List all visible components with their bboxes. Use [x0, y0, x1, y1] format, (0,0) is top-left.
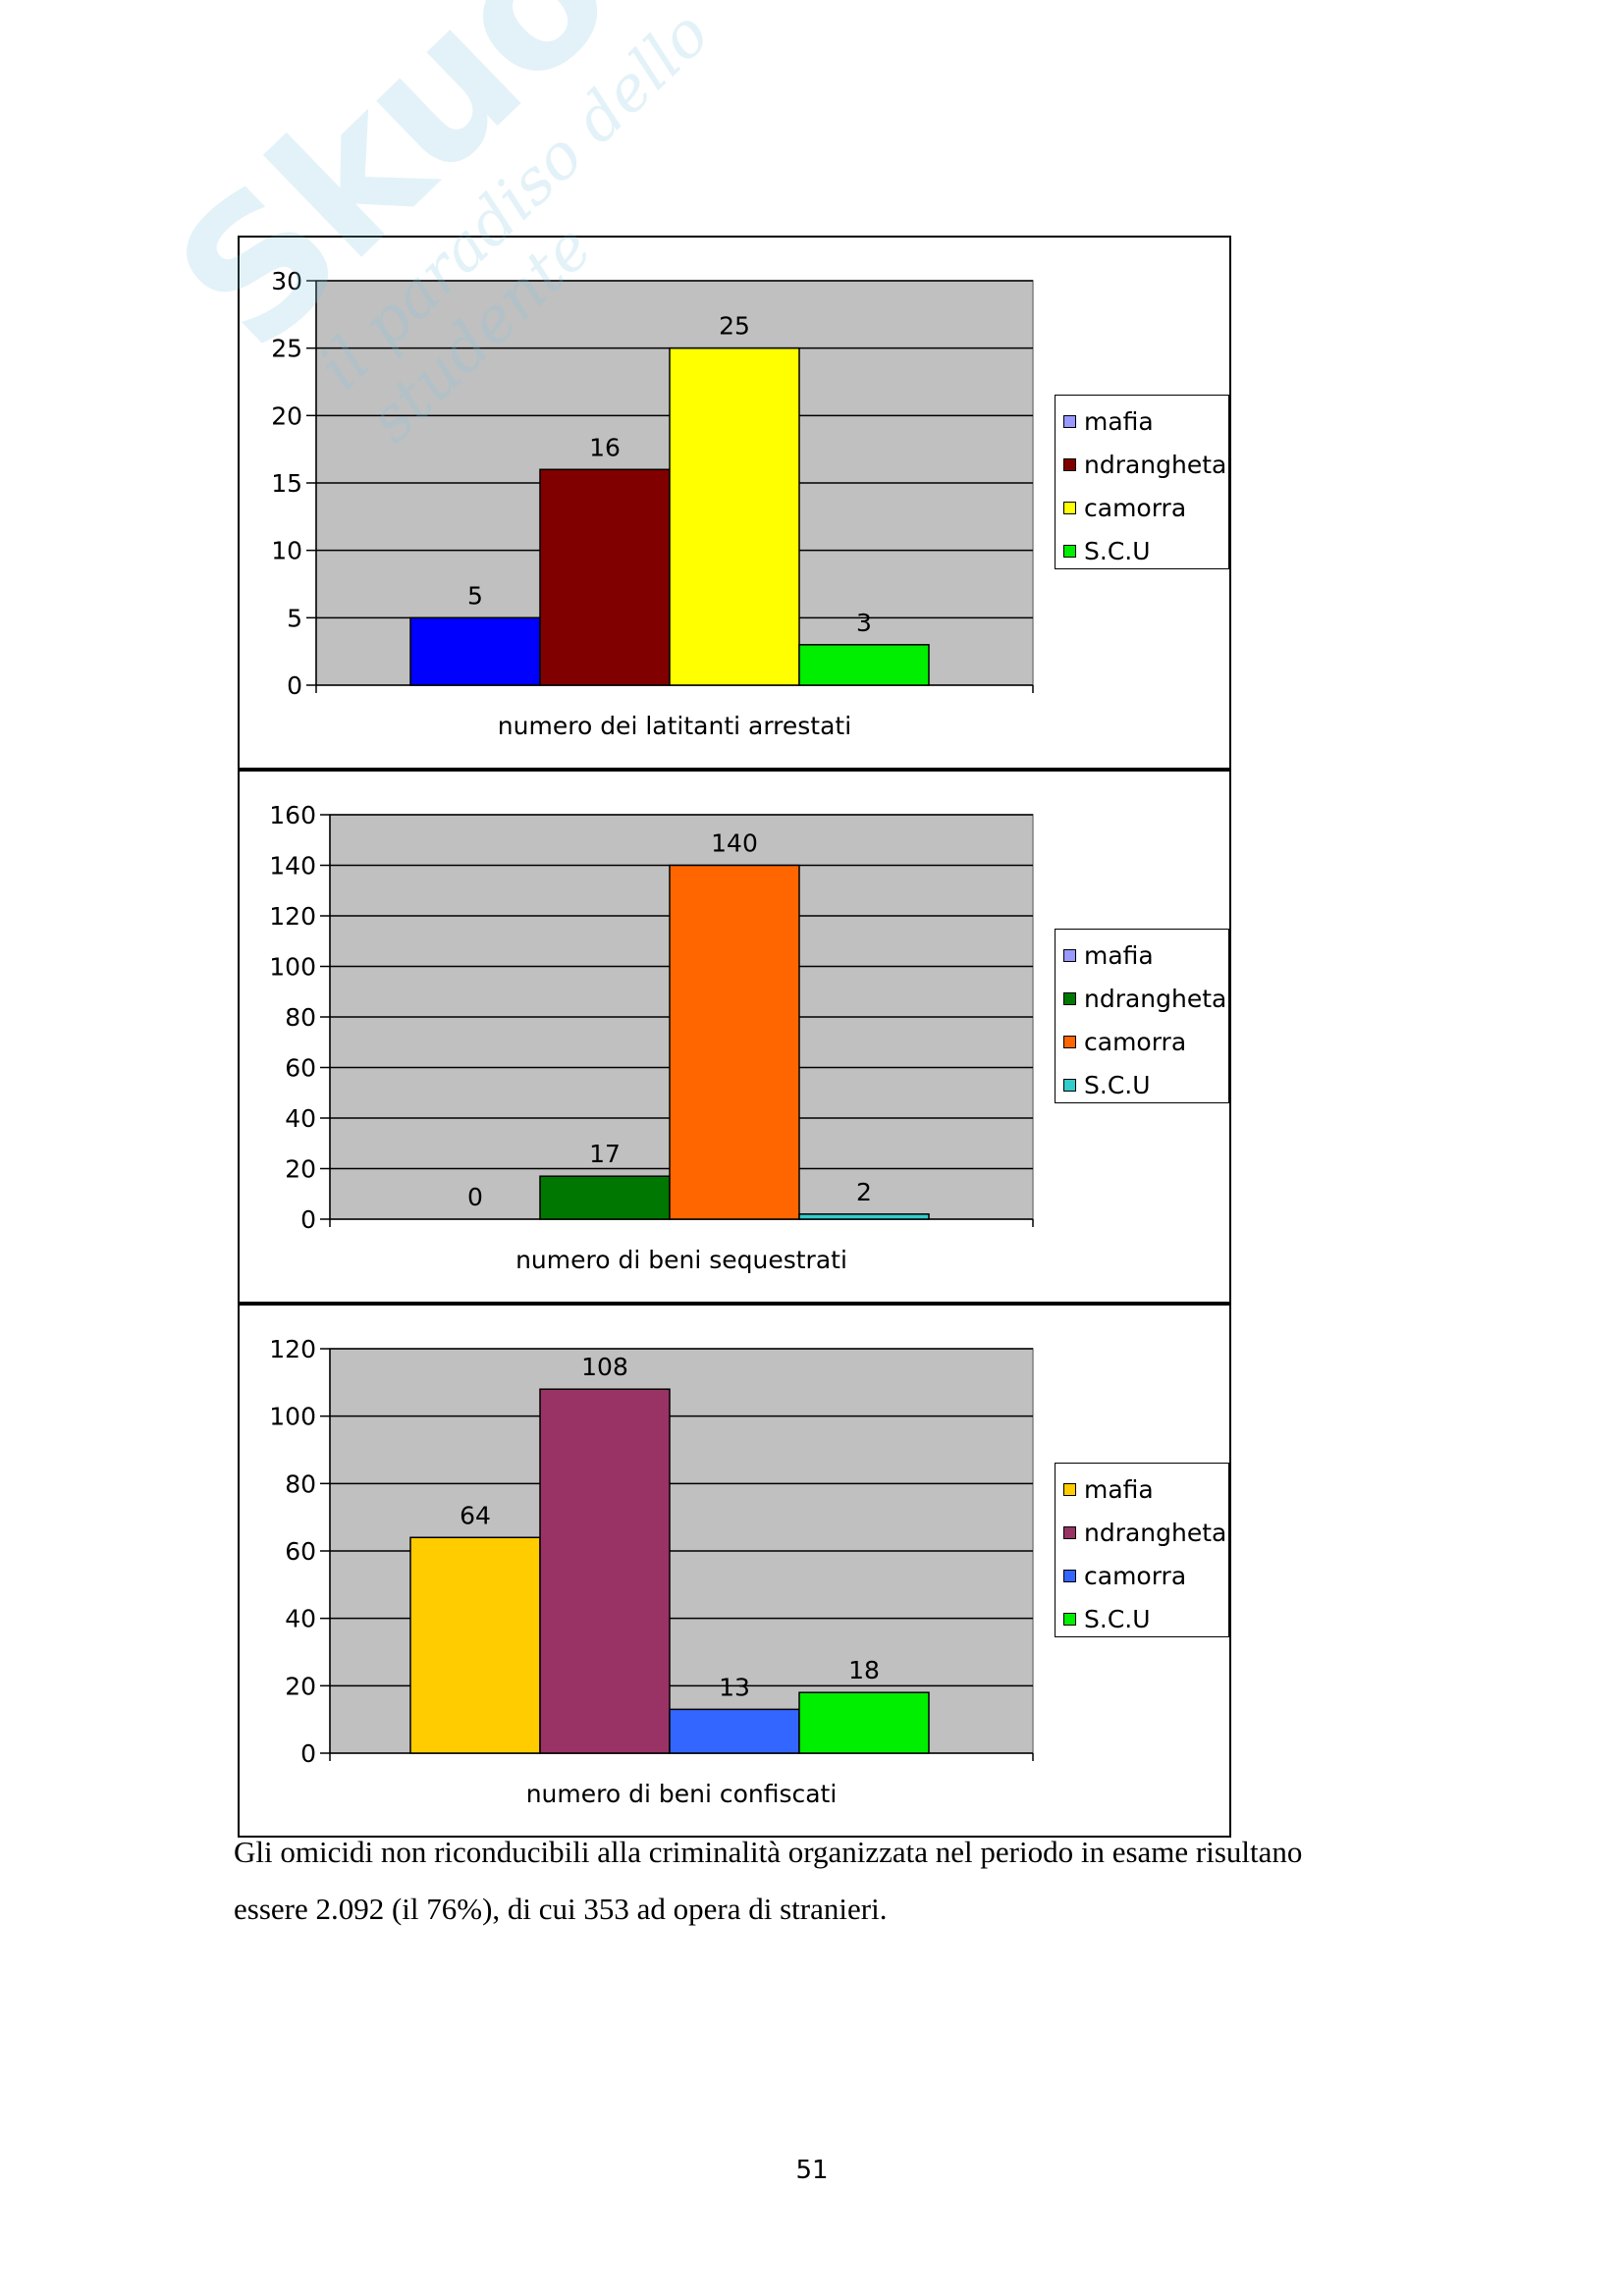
legend: mafia ndrangheta camorra S.C.U [1055, 929, 1229, 1103]
data-label: 17 [589, 1140, 621, 1168]
y-tick-label: 80 [285, 1469, 316, 1498]
bar-mafia [409, 1536, 541, 1754]
legend-label: S.C.U [1084, 1070, 1151, 1099]
chart-panel-beni-confiscati: 0 20 40 60 80 100 120 64 108 13 18 numero di beni c… [238, 1304, 1231, 1838]
legend-item-scu: S.C.U [1056, 529, 1228, 572]
chart-panel-latitanti: 0 5 10 15 20 25 30 5 16 25 3 numero dei latitanti a… [238, 236, 1231, 770]
y-tick-label: 15 [271, 469, 302, 498]
y-tick-label: 40 [285, 1104, 316, 1133]
legend-item-mafia: mafia [1056, 934, 1228, 977]
legend-label: S.C.U [1084, 1604, 1151, 1633]
bar-mafia [409, 616, 541, 686]
y-tick-label: 60 [285, 1537, 316, 1566]
y-tick-label: 120 [269, 1335, 316, 1363]
legend-swatch [1063, 948, 1076, 962]
y-tick-label: 120 [269, 902, 316, 931]
body-line: essere 2.092 (il 76%), di cui 353 ad ope… [234, 1892, 888, 1926]
legend-swatch [1063, 1612, 1076, 1626]
data-label: 108 [581, 1353, 628, 1381]
bar-camorra [669, 864, 800, 1220]
legend: mafia ndrangheta camorra S.C.U [1055, 395, 1229, 569]
legend-item-camorra: camorra [1056, 486, 1228, 529]
legend-item-ndrangheta: ndrangheta [1056, 1511, 1228, 1554]
y-tick-label: 0 [300, 1739, 316, 1768]
y-tick-label: 20 [285, 1155, 316, 1184]
legend-label: ndrangheta [1084, 984, 1227, 1013]
bar-camorra [669, 1708, 800, 1754]
data-label: 2 [856, 1178, 872, 1206]
y-tick-label: 160 [269, 801, 316, 829]
x-axis-label: numero di beni confiscati [526, 1780, 838, 1808]
legend-item-camorra: camorra [1056, 1554, 1228, 1597]
legend-swatch [1063, 991, 1076, 1005]
data-label: 13 [719, 1673, 750, 1701]
data-label: 5 [467, 581, 483, 610]
data-label: 18 [848, 1656, 880, 1684]
data-label: 16 [589, 433, 621, 461]
legend-label: mafia [1084, 406, 1154, 436]
page-number: 51 [795, 2156, 829, 2185]
legend-swatch [1063, 1525, 1076, 1539]
legend-item-camorra: camorra [1056, 1020, 1228, 1063]
data-label: 3 [856, 609, 872, 637]
y-tick-label: 100 [269, 1403, 316, 1431]
legend-label: ndrangheta [1084, 1518, 1227, 1547]
legend-item-ndrangheta: ndrangheta [1056, 443, 1228, 486]
bar-ndrangheta [539, 1175, 671, 1220]
y-tick-label: 10 [271, 537, 302, 565]
y-tick-label: 25 [271, 335, 302, 363]
bar-scu [798, 1213, 930, 1220]
legend-swatch [1063, 457, 1076, 471]
bar-scu [798, 1691, 930, 1754]
legend-swatch [1063, 1035, 1076, 1048]
body-paragraph: Gli omicidi non riconducibili alla crimi… [234, 1824, 1441, 1938]
data-label: 25 [719, 312, 750, 341]
legend-label: camorra [1084, 493, 1187, 522]
y-tick-label: 0 [287, 671, 302, 700]
y-tick-label: 140 [269, 852, 316, 881]
bar-camorra [669, 347, 800, 686]
legend-swatch [1063, 1569, 1076, 1582]
legend-item-ndrangheta: ndrangheta [1056, 977, 1228, 1020]
legend-label: camorra [1084, 1561, 1187, 1590]
y-tick-label: 60 [285, 1054, 316, 1083]
y-tick-label: 20 [271, 401, 302, 430]
legend-item-scu: S.C.U [1056, 1597, 1228, 1640]
data-label: 140 [711, 829, 758, 858]
bar-scu [798, 644, 930, 686]
legend-label: mafia [1084, 1474, 1154, 1504]
legend: mafia ndrangheta camorra S.C.U [1055, 1463, 1229, 1637]
legend-label: mafia [1084, 940, 1154, 970]
legend-swatch [1063, 501, 1076, 514]
bar-ndrangheta [539, 468, 671, 686]
body-line: Gli omicidi non riconducibili alla crimi… [234, 1835, 1303, 1869]
y-tick-label: 20 [285, 1672, 316, 1700]
data-label: 64 [460, 1501, 491, 1529]
y-tick-label: 0 [300, 1205, 316, 1234]
legend-label: camorra [1084, 1027, 1187, 1056]
legend-swatch [1063, 1078, 1076, 1092]
legend-item-mafia: mafia [1056, 400, 1228, 443]
bar-chart-beni-confiscati: 0 20 40 60 80 100 120 64 108 13 18 numero di beni c… [269, 1335, 1034, 1808]
chart-panel-beni-sequestrati: 0 20 40 60 80 100 120 140 160 0 17 140 2 numero di be… [238, 770, 1231, 1304]
legend-label: S.C.U [1084, 536, 1151, 565]
legend-label: ndrangheta [1084, 450, 1227, 479]
bar-chart-beni-sequestrati: 0 20 40 60 80 100 120 140 160 0 17 140 2 numero di be… [269, 801, 1034, 1274]
y-tick-label: 40 [285, 1605, 316, 1633]
x-axis-label: numero di beni sequestrati [515, 1246, 847, 1274]
legend-swatch [1063, 1482, 1076, 1496]
y-tick-label: 100 [269, 953, 316, 982]
legend-item-scu: S.C.U [1056, 1063, 1228, 1106]
bar-ndrangheta [539, 1388, 671, 1754]
legend-item-mafia: mafia [1056, 1468, 1228, 1511]
legend-swatch [1063, 414, 1076, 428]
legend-swatch [1063, 544, 1076, 558]
y-tick-label: 5 [287, 604, 302, 632]
y-tick-label: 80 [285, 1003, 316, 1032]
data-label: 0 [467, 1183, 483, 1211]
y-tick-label: 30 [271, 267, 302, 295]
bar-chart-latitanti: 0 5 10 15 20 25 30 5 16 25 3 numero dei latitanti a… [271, 267, 1034, 740]
x-axis-label: numero dei latitanti arrestati [498, 712, 851, 740]
